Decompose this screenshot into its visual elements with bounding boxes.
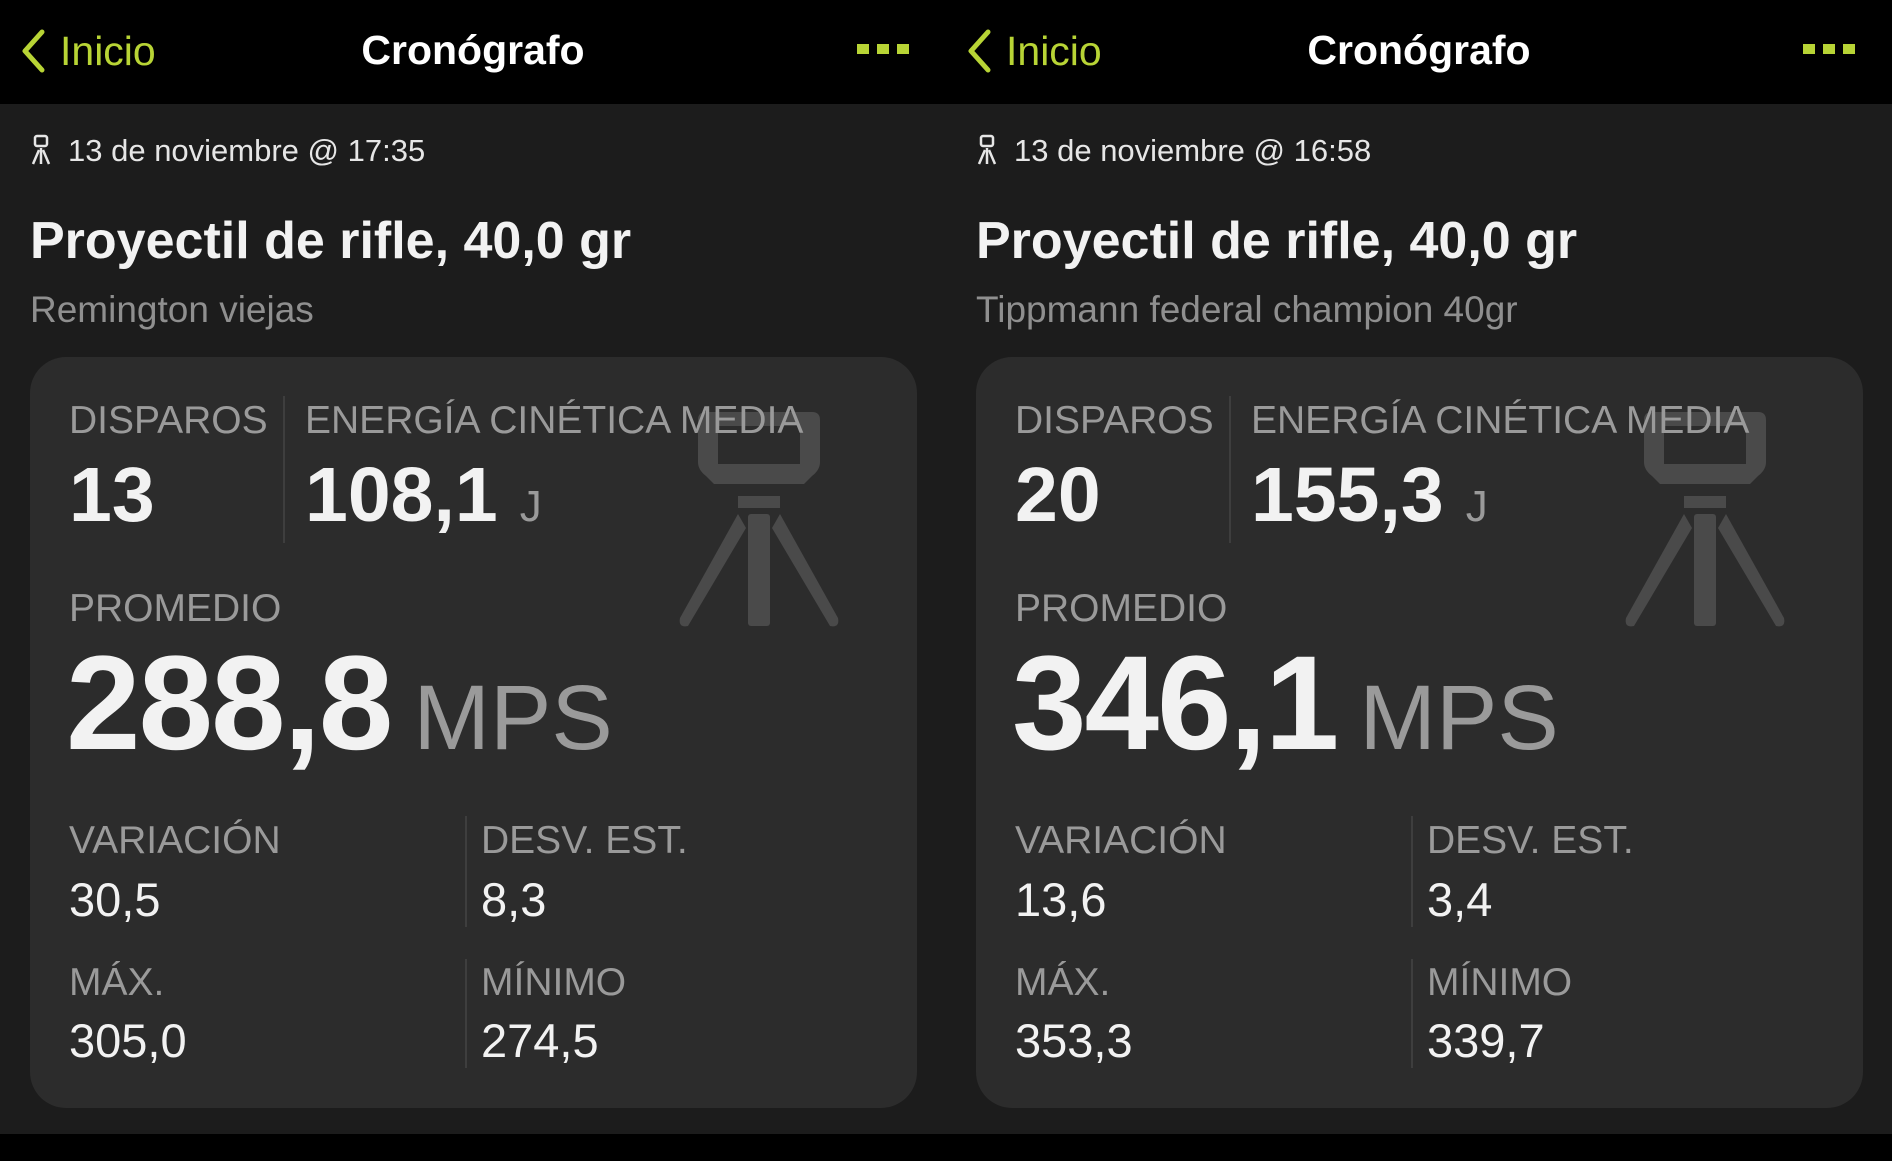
variation-label: VARIACIÓN xyxy=(69,819,281,862)
average-unit: MPS xyxy=(1359,667,1559,769)
variation-value: 13,6 xyxy=(1015,873,1107,926)
energy-value: 108,1 xyxy=(305,452,498,538)
average-unit: MPS xyxy=(413,667,613,769)
stats-card: DISPAROS 13 ENERGÍA CINÉTICA MEDIA 108,1… xyxy=(30,357,917,1108)
chevron-left-icon xyxy=(968,29,991,73)
ellipsis-icon xyxy=(877,44,889,54)
stats-card: DISPAROS 20 ENERGÍA CINÉTICA MEDIA 155,3… xyxy=(976,357,1863,1108)
energy-value: 155,3 xyxy=(1251,452,1444,538)
max-label: MÁX. xyxy=(69,961,165,1004)
chronograph-session-panel: Inicio Cronógrafo 13 de noviembre @ 17:3… xyxy=(0,0,946,1161)
average-value: 288,8 xyxy=(66,629,393,778)
chevron-left-icon xyxy=(22,29,45,73)
variation-label: VARIACIÓN xyxy=(1015,819,1227,862)
divider xyxy=(1411,959,1413,1068)
ellipsis-icon xyxy=(1823,44,1835,54)
nav-bar: Inicio Cronógrafo xyxy=(946,0,1892,104)
divider xyxy=(1229,396,1231,543)
shots-value: 20 xyxy=(1015,452,1101,538)
nav-title: Cronógrafo xyxy=(361,27,585,73)
shots-label: DISPAROS xyxy=(69,399,268,442)
energy-unit: J xyxy=(519,482,542,531)
tripod-icon xyxy=(977,134,997,165)
back-button[interactable]: Inicio xyxy=(20,28,160,74)
date-text: 13 de noviembre @ 17:35 xyxy=(68,132,426,168)
projectile-title: Proyectil de rifle, 40,0 gr xyxy=(30,212,632,270)
energy: 108,1 J xyxy=(305,457,542,534)
session-date: 13 de noviembre @ 16:58 xyxy=(976,134,1371,166)
stddev-value: 8,3 xyxy=(481,873,547,926)
ellipsis-icon xyxy=(1843,44,1855,54)
back-label: Inicio xyxy=(1006,27,1102,74)
divider xyxy=(465,959,467,1068)
min-label: MÍNIMO xyxy=(1427,961,1573,1004)
nav-title: Cronógrafo xyxy=(1307,27,1531,73)
average-label: PROMEDIO xyxy=(1015,587,1228,630)
average-value: 346,1 xyxy=(1012,629,1339,778)
nav-bar: Inicio Cronógrafo xyxy=(0,0,946,104)
ellipsis-icon xyxy=(1803,44,1815,54)
back-button[interactable]: Inicio xyxy=(966,28,1106,74)
stddev-value: 3,4 xyxy=(1427,873,1493,926)
energy-label: ENERGÍA CINÉTICA MEDIA xyxy=(1251,399,1750,442)
bottom-bar xyxy=(946,1134,1892,1161)
more-options-button[interactable] xyxy=(1803,44,1855,58)
divider xyxy=(283,396,285,543)
more-options-button[interactable] xyxy=(857,44,909,58)
min-value: 339,7 xyxy=(1427,1014,1545,1067)
variation-value: 30,5 xyxy=(69,873,161,926)
min-label: MÍNIMO xyxy=(481,961,627,1004)
ellipsis-icon xyxy=(897,44,909,54)
back-label: Inicio xyxy=(60,27,156,74)
energy-label: ENERGÍA CINÉTICA MEDIA xyxy=(305,399,804,442)
stddev-label: DESV. EST. xyxy=(481,819,688,862)
average: 346,1 MPS xyxy=(1012,637,1559,771)
ammo-name: Remington viejas xyxy=(30,289,314,330)
energy: 155,3 J xyxy=(1251,457,1488,534)
divider xyxy=(1411,816,1413,927)
min-value: 274,5 xyxy=(481,1014,599,1067)
max-label: MÁX. xyxy=(1015,961,1111,1004)
ammo-name: Tippmann federal champion 40gr xyxy=(976,289,1518,330)
average: 288,8 MPS xyxy=(66,637,613,771)
session-date: 13 de noviembre @ 17:35 xyxy=(30,134,425,166)
chronograph-tripod-icon xyxy=(679,412,839,627)
tripod-icon xyxy=(31,134,51,165)
date-text: 13 de noviembre @ 16:58 xyxy=(1014,132,1372,168)
shots-label: DISPAROS xyxy=(1015,399,1214,442)
energy-unit: J xyxy=(1465,482,1488,531)
ellipsis-icon xyxy=(857,44,869,54)
chronograph-session-panel: Inicio Cronógrafo 13 de noviembre @ 16:5… xyxy=(946,0,1892,1161)
stddev-label: DESV. EST. xyxy=(1427,819,1634,862)
max-value: 353,3 xyxy=(1015,1014,1133,1067)
bottom-bar xyxy=(0,1134,946,1161)
chronograph-tripod-icon xyxy=(1625,412,1785,627)
divider xyxy=(465,816,467,927)
average-label: PROMEDIO xyxy=(69,587,282,630)
max-value: 305,0 xyxy=(69,1014,187,1067)
shots-value: 13 xyxy=(69,452,155,538)
projectile-title: Proyectil de rifle, 40,0 gr xyxy=(976,212,1578,270)
